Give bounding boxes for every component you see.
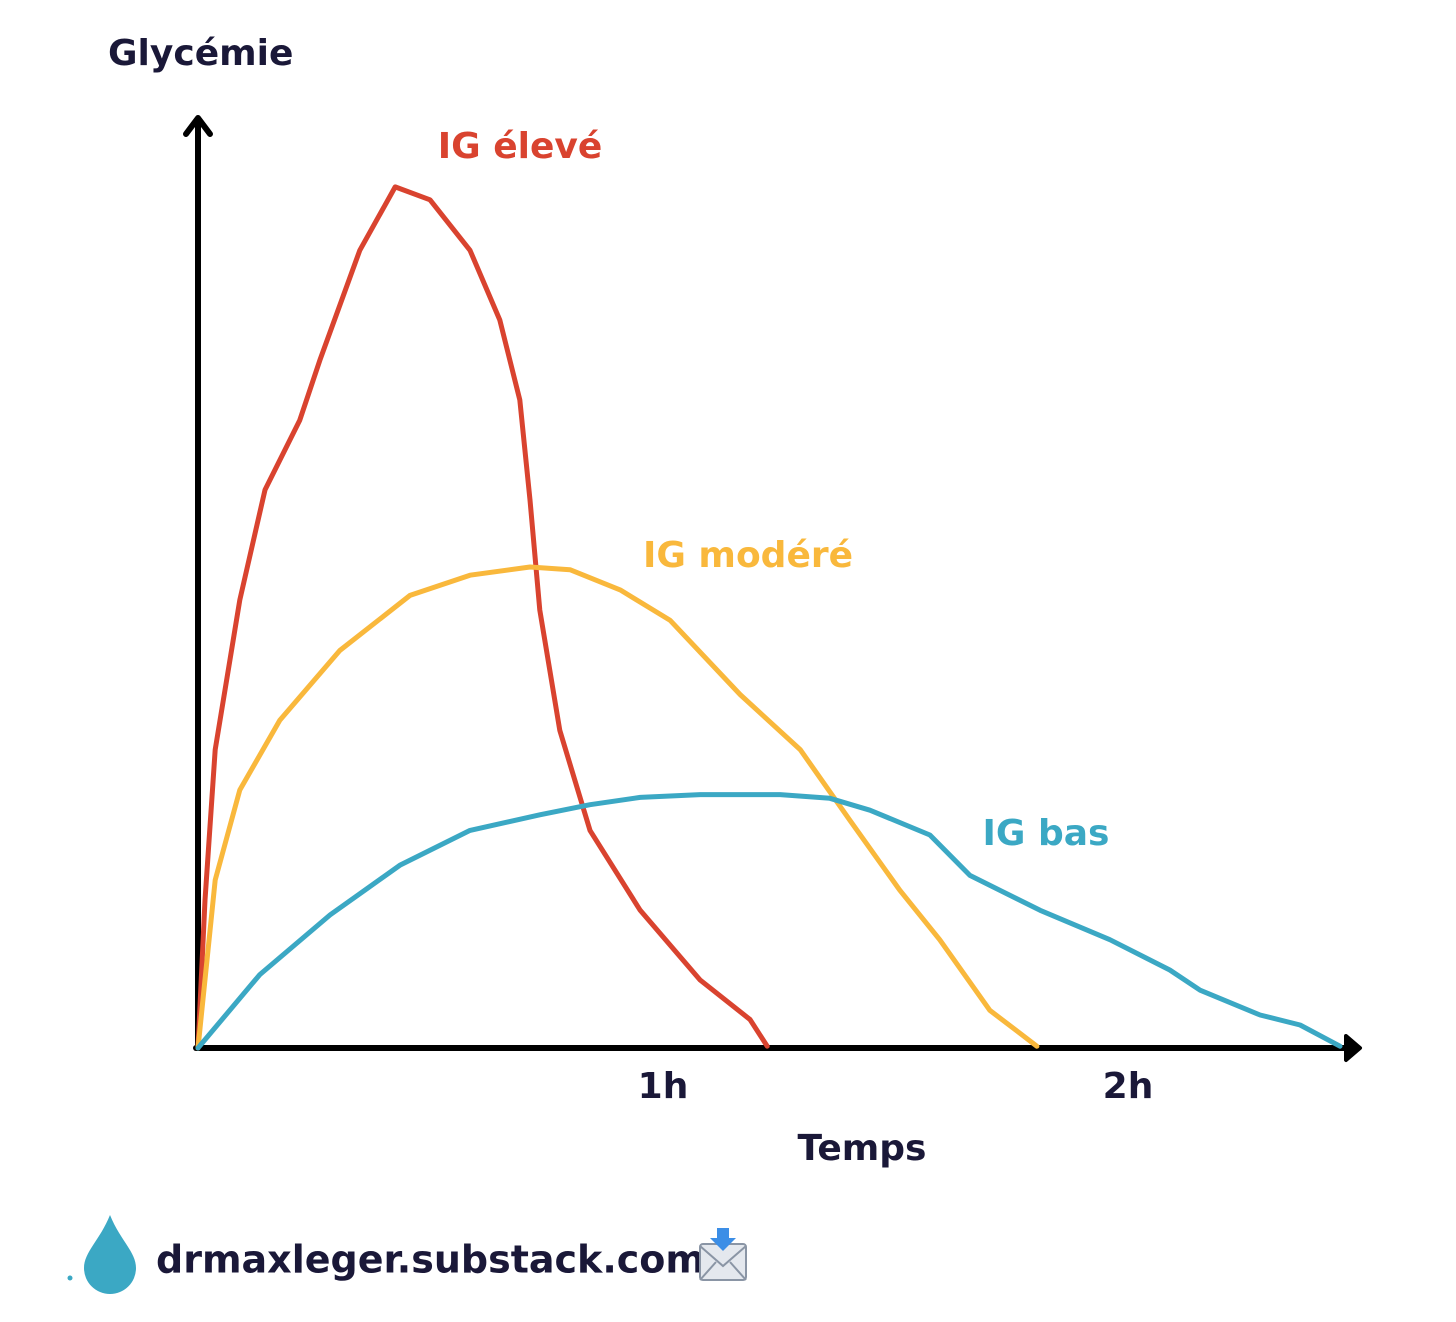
- footer: drmaxleger.substack.com: [67, 1215, 747, 1294]
- x-tick-label: 1h: [638, 1066, 689, 1107]
- line-series: [195, 184, 770, 1051]
- line-series: [195, 792, 1343, 1051]
- line-series: [195, 564, 1040, 1051]
- y-axis-arrow: [183, 115, 213, 137]
- y-axis-title: Glycémie: [108, 33, 293, 74]
- footer-text: drmaxleger.substack.com: [156, 1238, 705, 1282]
- x-axis-arrow: [1344, 1034, 1362, 1062]
- x-tick-label: 2h: [1103, 1066, 1154, 1107]
- drop-dot: [67, 1275, 73, 1281]
- series-label: IG modéré: [643, 535, 853, 576]
- drop-icon: [84, 1215, 136, 1294]
- x-axis-title: Temps: [798, 1128, 927, 1169]
- series-label: IG élevé: [438, 126, 603, 167]
- series-label: IG bas: [983, 813, 1110, 854]
- download-arrow: [710, 1228, 736, 1251]
- envelope-lines: [699, 1245, 747, 1281]
